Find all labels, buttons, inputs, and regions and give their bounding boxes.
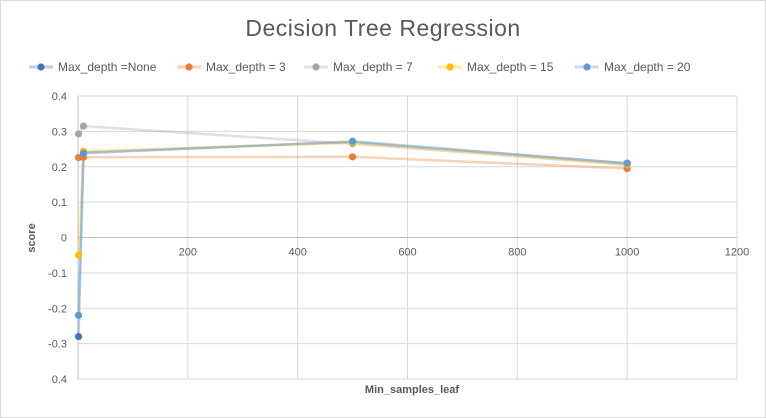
x-tick-label: 800 (508, 247, 526, 259)
legend-item: Max_depth =None (29, 60, 157, 74)
data-point (74, 251, 83, 259)
y-tick-label: -0.2 (48, 303, 67, 315)
legend-label: Max_depth = 15 (467, 60, 554, 74)
y-tick-label: 0.4 (52, 91, 67, 103)
y-tick-label: 0.4 (52, 374, 67, 386)
x-tick-label: 400 (288, 247, 306, 259)
y-tick-label: -0.3 (48, 339, 67, 351)
y-tick-label: 0 (61, 233, 67, 245)
legend-label: Max_depth = 20 (604, 60, 691, 74)
x-tick-label: 1000 (615, 247, 639, 259)
x-tick-label: 1200 (725, 247, 749, 259)
data-point (623, 159, 631, 167)
series-line-1 (77, 140, 628, 337)
series-points (74, 122, 631, 341)
y-tick-labels: 0.4 0.3 0.2 0.1 0 -0.1 -0.2 -0.3 0.4 (48, 91, 67, 386)
y-tick-label: 0.1 (52, 197, 67, 209)
data-point (74, 130, 83, 138)
legend-label: Max_depth = 3 (206, 60, 286, 74)
chart-title: Decision Tree Regression (245, 15, 520, 41)
data-point (79, 122, 88, 130)
data-point (74, 311, 83, 319)
x-tick-label: 200 (179, 247, 197, 259)
legend-marker (446, 63, 454, 71)
data-point (348, 137, 357, 145)
x-axis-title: Min_samples_leaf (365, 384, 459, 396)
legend-item: Max_depth = 7 (304, 60, 413, 74)
x-tick-labels: 200 400 600 800 1000 1200 (179, 247, 750, 259)
legend-item: Max_depth = 15 (438, 60, 554, 74)
y-tick-label: 0.3 (52, 126, 67, 138)
legend-marker (37, 63, 45, 71)
data-point (348, 153, 357, 161)
data-point (79, 149, 88, 157)
axes (77, 96, 737, 379)
series-line-3 (77, 124, 628, 167)
legend-item: Max_depth = 3 (177, 60, 286, 74)
legend-item: Max_depth = 20 (575, 60, 691, 74)
x-tick-label: 600 (398, 247, 416, 259)
legend-label: Max_depth = 7 (333, 60, 413, 74)
legend-label: Max_depth =None (58, 60, 157, 74)
series-line-4 (77, 141, 628, 256)
legend: Max_depth =None Max_depth = 3 Max_depth = … (29, 60, 691, 74)
y-tick-label: -0.1 (48, 268, 67, 280)
legend-marker (185, 63, 193, 71)
data-point (74, 332, 83, 341)
y-tick-label: 0.2 (52, 162, 67, 174)
legend-marker (583, 63, 591, 71)
series-line-5 (77, 140, 628, 316)
legend-marker (312, 63, 320, 71)
y-axis-title: score (26, 223, 38, 252)
